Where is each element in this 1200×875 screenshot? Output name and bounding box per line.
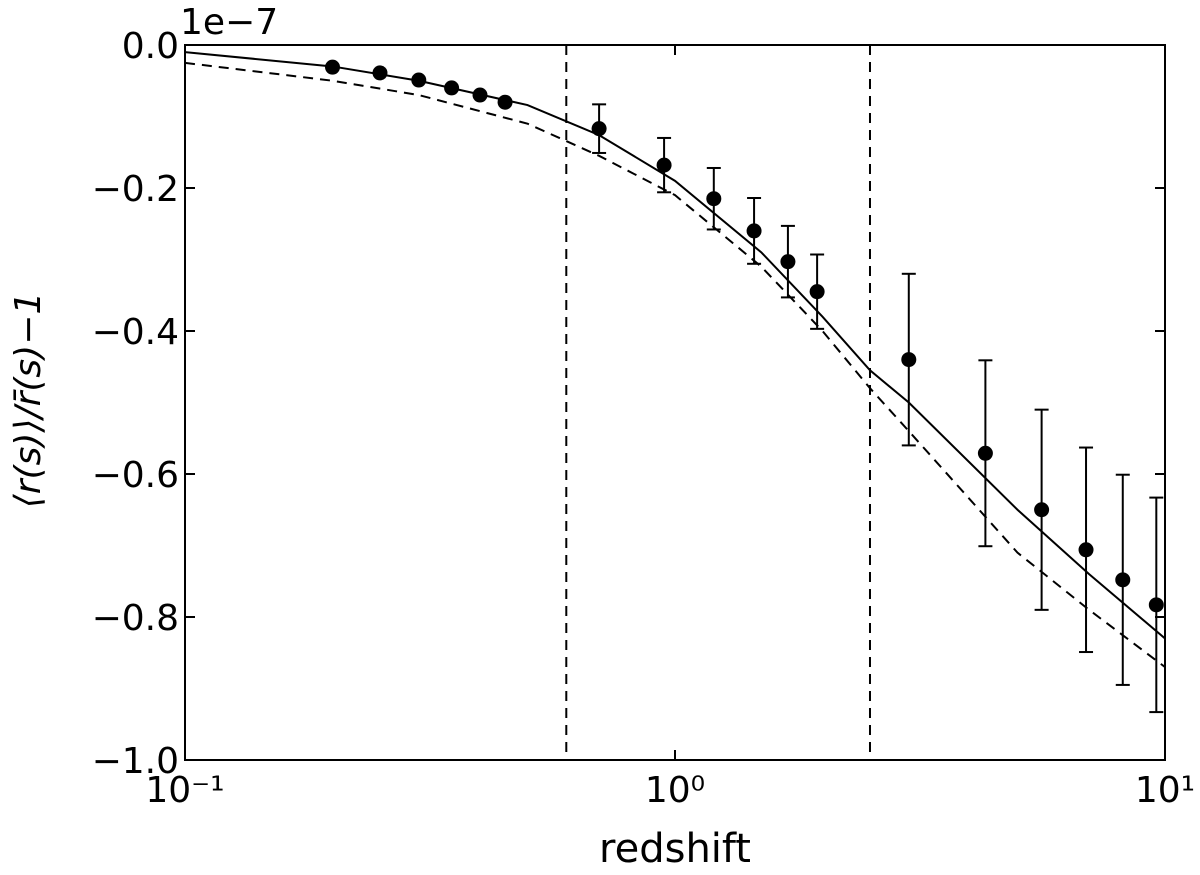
x-tick-label: 10⁰ <box>645 770 705 811</box>
y-tick-label: −0.2 <box>92 169 179 210</box>
plot-frame <box>184 44 1166 761</box>
data-point <box>472 87 488 103</box>
data-point <box>591 121 607 137</box>
data-point <box>780 254 796 270</box>
x-axis-label: redshift <box>599 826 751 872</box>
data-point <box>656 157 672 173</box>
x-tick-label: 10⁻¹ <box>145 770 224 811</box>
curve <box>185 61 1165 668</box>
y-tick-label: −0.6 <box>92 455 179 496</box>
data-point <box>977 445 993 461</box>
y-tick-label: −0.8 <box>92 598 179 639</box>
offset-label: 1e−7 <box>180 2 278 43</box>
data-point <box>1034 502 1050 518</box>
data-point <box>411 72 427 88</box>
y-tick-label: 0.0 <box>122 26 179 67</box>
curve <box>185 51 1165 640</box>
data-point <box>809 284 825 300</box>
data-point <box>372 65 388 81</box>
data-point <box>497 94 513 110</box>
data-point <box>325 59 341 75</box>
y-tick-label: −0.4 <box>92 312 179 353</box>
data-point <box>1115 572 1131 588</box>
data-point <box>1078 542 1094 558</box>
data-point <box>746 223 762 239</box>
data-point <box>901 352 917 368</box>
y-axis-label: ⟨r(s)⟩/r̄(s)−1 <box>8 292 49 509</box>
x-tick-label: 10¹ <box>1135 770 1195 811</box>
y-tick-label: −1.0 <box>92 741 179 782</box>
data-point <box>706 191 722 207</box>
data-point <box>444 80 460 96</box>
data-point <box>1148 597 1164 613</box>
